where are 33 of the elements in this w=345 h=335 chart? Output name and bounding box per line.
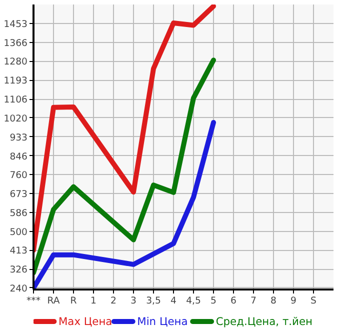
y-tick-label: 846 [10, 151, 28, 162]
y-tick-label: 933 [10, 132, 28, 144]
y-tick-label: 1280 [4, 56, 28, 68]
legend-label: Min Цена [137, 315, 188, 328]
x-tick-label: 5 [210, 296, 217, 306]
y-tick-label: 326 [10, 264, 28, 276]
x-tick-label: 3 [130, 296, 137, 306]
y-tick-label: 760 [10, 170, 28, 182]
x-tick-label: R [70, 296, 78, 306]
y-tick-label: 500 [10, 226, 28, 238]
legend-label: Max Цена [58, 315, 112, 328]
y-tick-label: 1366 [4, 38, 28, 49]
x-tick-label: 6 [230, 296, 237, 306]
y-tick-label: 1020 [4, 113, 28, 124]
x-tick-label: S [310, 296, 317, 306]
legend-label: Сред.Цена, т.йен [216, 315, 313, 328]
x-tick-label: 4 [170, 296, 177, 306]
x-tick-label: 1 [90, 296, 97, 306]
y-tick-label: 240 [10, 283, 28, 294]
y-tick-label: 1193 [4, 76, 28, 87]
x-tick-label: 9 [290, 296, 297, 306]
x-tick-label: 7 [250, 296, 257, 306]
x-tick-label: 8 [270, 296, 277, 306]
y-tick-label: 673 [10, 189, 28, 200]
y-tick-label: 413 [10, 246, 28, 257]
x-tick-label: 2 [110, 296, 116, 306]
x-tick-label: 4,5 [186, 296, 201, 306]
y-tick-label: 586 [10, 208, 28, 220]
x-tick-label: RA [47, 296, 60, 306]
x-tick-label: *** [26, 296, 41, 306]
y-tick-label: 1106 [4, 94, 28, 106]
y-tick-label: 1453 [4, 18, 28, 30]
x-tick-label: 3,5 [146, 296, 161, 306]
